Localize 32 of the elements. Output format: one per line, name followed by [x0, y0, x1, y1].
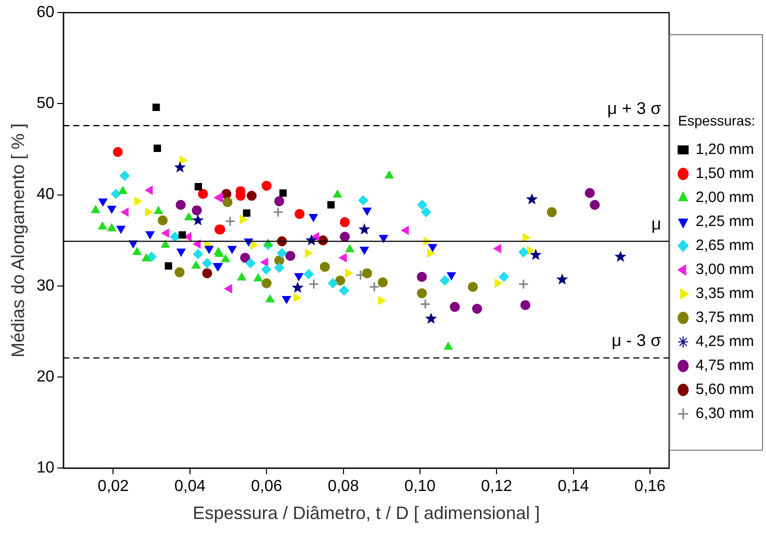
legend-label: 4,75 mm: [696, 357, 754, 374]
legend-label: 2,65 mm: [696, 237, 754, 254]
y-tick-label: 40: [36, 186, 54, 204]
ref-line-label: μ: [651, 214, 662, 234]
legend-label: 2,25 mm: [696, 213, 754, 230]
legend-label: 4,25 mm: [696, 333, 754, 350]
ref-line-label: μ - 3 σ: [612, 331, 662, 350]
legend-title: Espessuras:: [678, 112, 756, 128]
legend-label: 5,60 mm: [696, 381, 754, 398]
x-tick-label: 0,16: [634, 478, 666, 496]
legend-label: 2,00 mm: [696, 189, 754, 206]
x-tick-label: 0,12: [481, 478, 512, 496]
x-tick-label: 0,10: [404, 478, 436, 496]
legend-label: 3,75 mm: [696, 309, 754, 326]
x-tick-label: 0,14: [558, 478, 589, 496]
x-tick-label: 0,02: [98, 478, 129, 496]
legend-label: 1,20 mm: [696, 141, 754, 158]
legend-label: 6,30 mm: [696, 405, 754, 422]
y-tick-label: 20: [36, 368, 54, 386]
x-tick-label: 0,08: [328, 478, 359, 496]
y-tick-label: 60: [36, 4, 54, 22]
x-tick-label: 0,06: [251, 478, 282, 496]
legend-label: 1,50 mm: [696, 165, 754, 182]
legend-label: 3,35 mm: [696, 285, 754, 302]
x-tick-label: 0,04: [174, 478, 206, 496]
y-tick-label: 30: [36, 277, 54, 294]
ref-line-label: μ + 3 σ: [607, 98, 662, 118]
legend-label: 3,00 mm: [696, 261, 754, 278]
y-tick-label: 50: [36, 95, 54, 112]
y-tick-label: 10: [36, 460, 54, 477]
x-axis-title: Espessura / Diâmetro, t / D [ adimensional ]: [192, 503, 540, 524]
y-axis-title: Médias do Alongamento [ % ]: [8, 123, 28, 358]
